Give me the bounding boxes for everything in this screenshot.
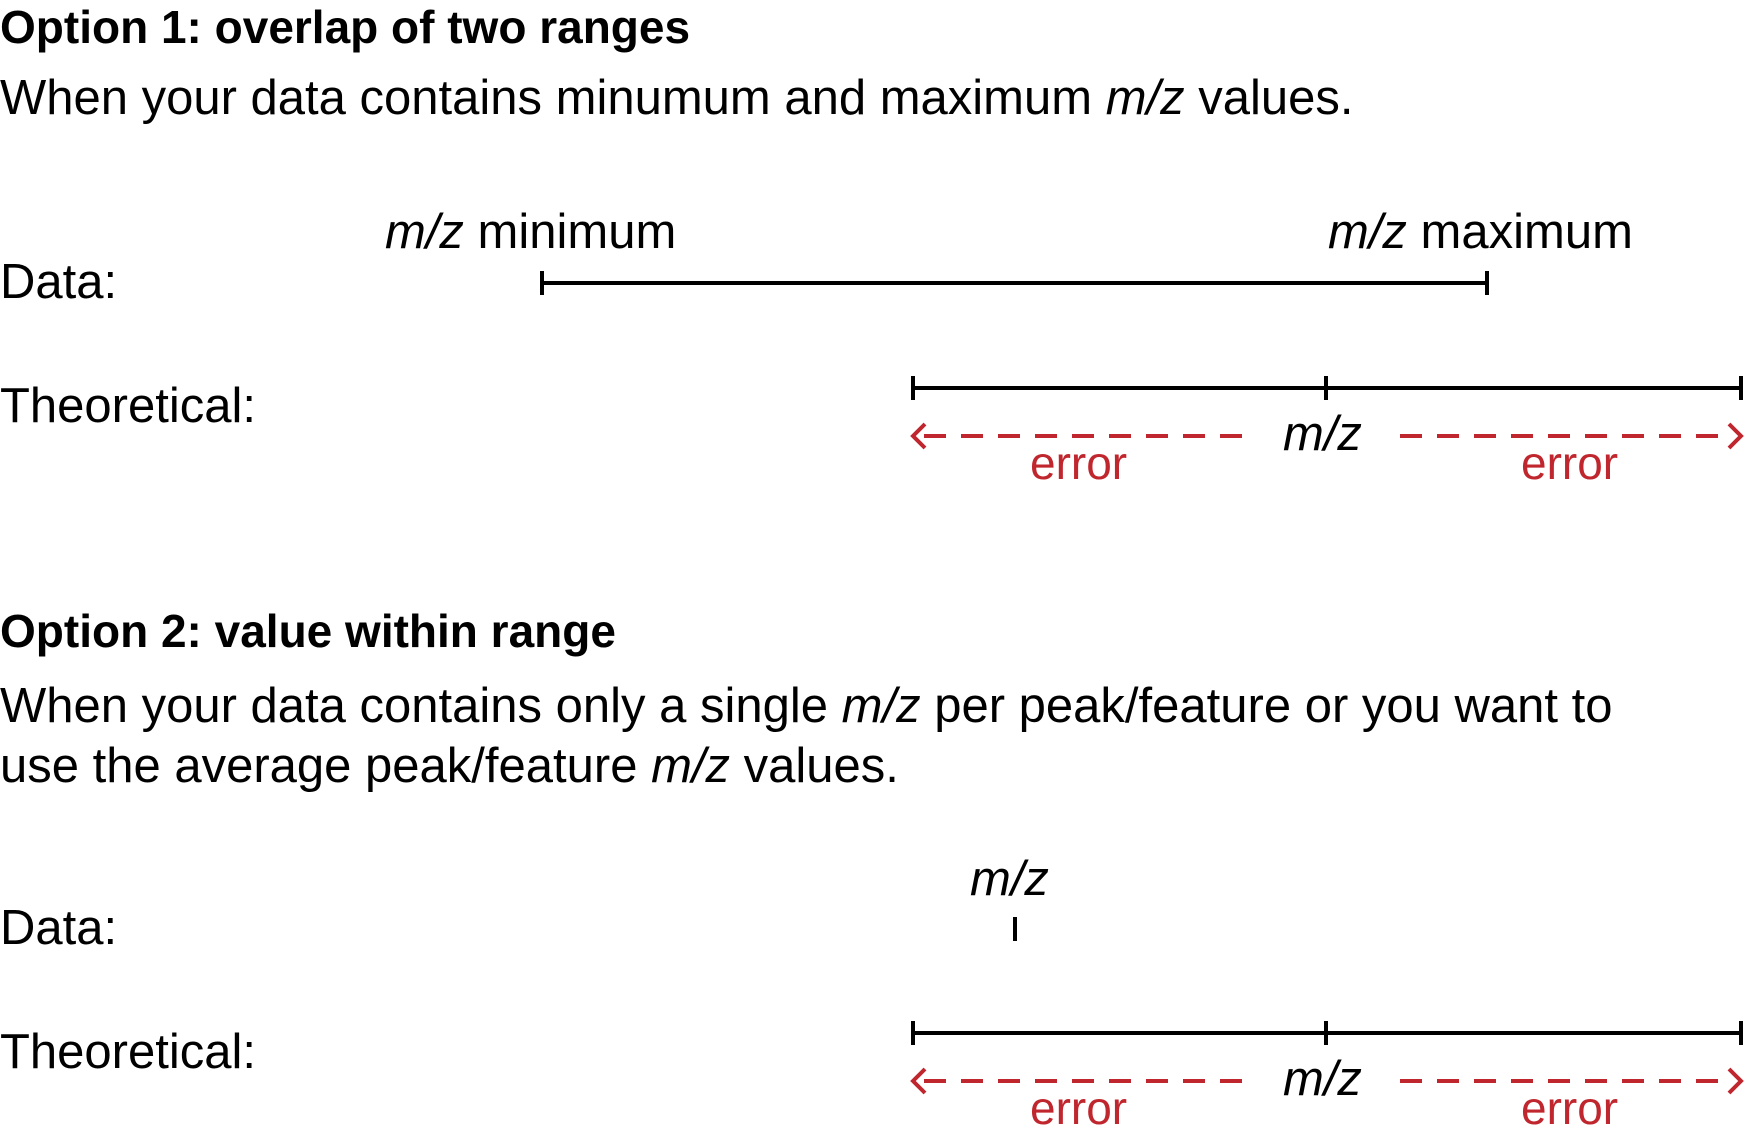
option1-theoretical-label: Theoretical: (0, 379, 257, 433)
option2-theoretical-range (911, 1021, 1743, 1045)
option2-error-right: error (1521, 1082, 1619, 1134)
option2-line1-mz: m/z (841, 679, 921, 733)
option1-error-right: error (1521, 437, 1619, 489)
option1-theoretical-range (911, 376, 1743, 400)
option1-center-mz: m/z (1283, 407, 1362, 461)
option1-max-mz: m/z (1328, 205, 1407, 259)
option2-description-line2: use the average peak/feature m/z values. (0, 742, 899, 791)
option2-line1-text: When your data contains only a single (0, 679, 842, 733)
option1-max-label: m/z maximum (1328, 208, 1633, 257)
option1-heading: Option 1: overlap of two ranges (0, 1, 691, 53)
option1-error-left-arrowhead (910, 422, 927, 450)
option1-error-right-arrowhead (1727, 422, 1744, 450)
option1-min-mz: m/z (385, 205, 464, 259)
option2-center-mz: m/z (1283, 1052, 1362, 1106)
option2-error-right-arrowhead (1727, 1067, 1744, 1095)
option1-min-label: m/z minimum (385, 208, 676, 257)
option1-data-range (540, 271, 1489, 295)
option2-error-left-arrowhead (910, 1067, 927, 1095)
option2-line2-mz: m/z (651, 739, 731, 793)
option2-error-arrows (910, 1067, 1744, 1095)
option1-error-arrows (910, 422, 1744, 450)
option1-desc-text-end: values. (1184, 71, 1354, 125)
option1-desc-mz: m/z (1105, 71, 1185, 125)
option2-point-mz: m/z (970, 852, 1049, 906)
option2-line2-text: use the average peak/feature (0, 739, 652, 793)
option2-line1-text-end: per peak/feature or you want to (920, 679, 1613, 733)
option1-desc-text: When your data contains minumum and maxi… (0, 71, 1106, 125)
option2-theoretical-label: Theoretical: (0, 1025, 257, 1079)
option1-description: When your data contains minumum and maxi… (0, 74, 1354, 123)
option2-description-line1: When your data contains only a single m/… (0, 682, 1612, 731)
option1-data-label: Data: (0, 255, 118, 309)
option2-data-label: Data: (0, 901, 118, 955)
option2-line2-text-end: values. (730, 739, 899, 793)
option1-error-left: error (1030, 437, 1128, 489)
option2-heading: Option 2: value within range (0, 605, 616, 657)
option2-error-left: error (1030, 1082, 1128, 1134)
option1-max-word: maximum (1406, 205, 1633, 259)
option1-min-word: minimum (463, 205, 677, 259)
